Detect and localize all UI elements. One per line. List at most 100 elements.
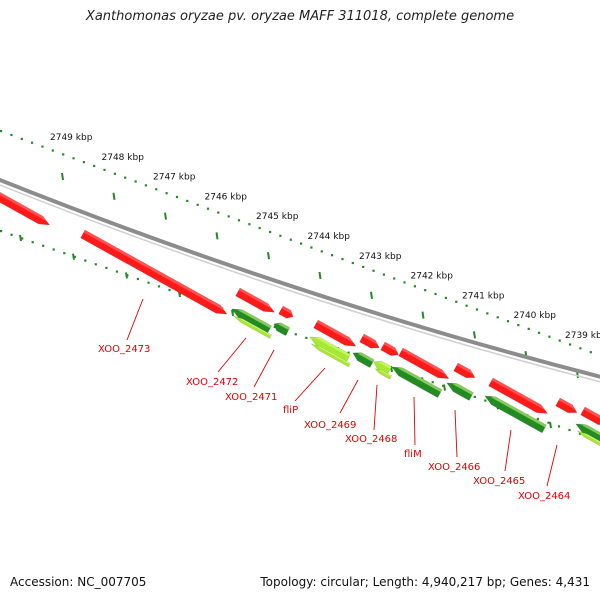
inner-tick <box>125 272 128 279</box>
inner-dot <box>21 237 24 240</box>
outer-dot <box>175 195 179 199</box>
outer-dot <box>475 308 479 311</box>
outer-scale-dots <box>0 130 592 354</box>
gene-label: XOO_2471 <box>225 392 277 403</box>
reverse-gene-6-highlight <box>452 383 474 395</box>
outer-dot <box>41 145 44 148</box>
inner-dot <box>157 285 161 288</box>
inner-dot <box>84 259 87 262</box>
outer-dot <box>569 343 572 346</box>
leader-line <box>339 379 359 414</box>
inner-tick <box>72 253 75 260</box>
label-leaders <box>126 298 558 487</box>
outer-dot <box>558 339 561 342</box>
inner-tick <box>443 384 446 391</box>
outer-dot <box>300 242 303 245</box>
inner-dot <box>547 421 550 424</box>
leader-line <box>546 444 558 487</box>
outer-dot <box>20 137 23 140</box>
inner-dot <box>136 277 139 281</box>
gene-labels: XOO_2473 XOO_2472 XOO_2471 fliP XOO_2469 XOO_… <box>98 344 570 502</box>
outer-dot <box>113 172 116 175</box>
major-tick <box>112 192 116 200</box>
scale-label: 2747 kbp <box>153 173 196 183</box>
backbone-shadow <box>0 184 600 383</box>
scale-label: 2742 kbp <box>411 272 454 282</box>
outer-dot <box>206 207 210 210</box>
inner-dot <box>115 270 118 273</box>
scale-label: 2749 kbp <box>50 133 93 143</box>
reverse-gene-0-highlight <box>237 309 272 329</box>
inner-dot <box>52 248 55 251</box>
outer-dot <box>517 324 520 327</box>
inner-dot <box>557 425 561 428</box>
leader-line <box>413 396 416 446</box>
outer-dot <box>93 164 96 168</box>
gene-label: XOO_2465 <box>473 476 525 487</box>
reverse-gene-stripe-1-highlight <box>316 346 351 365</box>
inner-dot <box>0 230 3 233</box>
outer-dot <box>155 188 158 191</box>
major-tick <box>318 271 322 280</box>
outer-dot <box>62 153 65 156</box>
topology-summary: Topology: circular; Length: 4,940,217 bp… <box>260 575 590 589</box>
reverse-gene-stripe-3-highlight <box>582 433 600 443</box>
backbone-line <box>0 177 600 379</box>
outer-dot <box>165 192 168 195</box>
outer-dot <box>227 215 230 218</box>
outer-dot <box>444 296 447 299</box>
leader-line <box>253 349 275 388</box>
inner-tick <box>19 234 22 242</box>
inner-dot <box>421 377 424 380</box>
inner-dot <box>347 351 350 354</box>
forward-gene-3-highlight <box>281 306 293 315</box>
leader-line <box>294 367 326 402</box>
outer-dot <box>269 230 272 234</box>
inner-dot <box>273 325 276 328</box>
major-tick <box>164 212 167 220</box>
outer-dot <box>248 223 251 226</box>
leader-line <box>454 409 458 458</box>
forward-gene-2-highlight <box>238 288 272 309</box>
scale-label: 2745 kbp <box>256 212 299 222</box>
forward-gene-11-highlight <box>583 407 600 419</box>
outer-dot <box>403 281 406 284</box>
outer-dot <box>72 157 75 160</box>
outer-dot <box>144 184 147 187</box>
scale-label: 2739 kbp <box>565 331 600 341</box>
reverse-gene-stripe-2 <box>374 368 393 380</box>
forward-gene-0-highlight <box>0 192 47 222</box>
scale-label: 2740 kbp <box>514 311 557 321</box>
inner-dot <box>63 252 66 255</box>
reverse-gene-7-highlight <box>490 396 547 428</box>
gene-label: XOO_2464 <box>518 491 570 502</box>
inner-dot <box>31 241 34 244</box>
inner-dot <box>10 233 13 236</box>
forward-gene-10 <box>555 397 578 414</box>
reverse-genes <box>231 308 600 447</box>
outer-dot <box>310 246 313 249</box>
outer-dot <box>103 168 106 171</box>
major-tick <box>370 291 373 299</box>
forward-gene-9-highlight <box>491 378 545 410</box>
leader-line <box>504 429 512 472</box>
forward-gene-5 <box>359 333 380 349</box>
leader-line <box>373 384 378 431</box>
major-tick <box>215 232 219 240</box>
inner-dot <box>305 336 308 339</box>
forward-gene-6-highlight <box>383 342 398 352</box>
reverse-gene-4-highlight <box>378 361 392 370</box>
reverse-gene-6 <box>446 382 474 401</box>
forward-gene-6 <box>380 341 399 356</box>
outer-dot <box>351 261 354 265</box>
gene-label: XOO_2473 <box>98 344 150 355</box>
inner-dot <box>473 395 476 398</box>
scale-label: 2748 kbp <box>102 153 145 163</box>
scale-label: 2746 kbp <box>205 192 248 202</box>
outer-dot <box>537 331 541 334</box>
gene-label: XOO_2468 <box>345 434 397 445</box>
scale-labels: 2749 kbp 2748 kbp 2747 kbp 2746 kbp 2745 kbp… <box>50 133 600 341</box>
outer-dot <box>10 133 13 137</box>
